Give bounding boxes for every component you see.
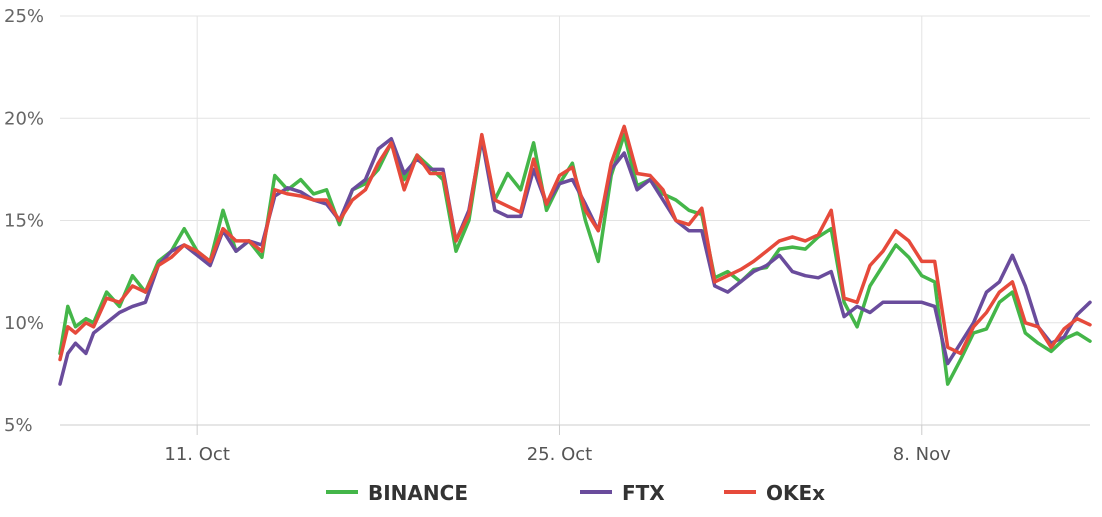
x-tick-label: 25. Oct — [527, 444, 592, 465]
series-line-okex[interactable] — [58, 124, 1092, 362]
legend-item-binance[interactable]: BINANCE — [326, 481, 468, 505]
x-tick-label: 11. Oct — [164, 444, 229, 465]
legend-label: BINANCE — [368, 481, 468, 505]
legend-label: FTX — [622, 481, 665, 505]
legend-item-ftx[interactable]: FTX — [580, 481, 665, 505]
y-tick-label: 5% — [4, 415, 33, 436]
y-tick-label: 10% — [4, 313, 44, 334]
y-tick-label: 25% — [4, 6, 44, 27]
legend-label: OKEx — [766, 481, 825, 505]
y-tick-label: 20% — [4, 108, 44, 129]
legend-item-okex[interactable]: OKEx — [724, 481, 825, 505]
legend[interactable]: BINANCE FTX OKEx — [326, 481, 825, 505]
series-layer — [58, 124, 1092, 386]
x-tick-label: 8. Nov — [893, 444, 951, 465]
y-tick-label: 15% — [4, 211, 44, 232]
